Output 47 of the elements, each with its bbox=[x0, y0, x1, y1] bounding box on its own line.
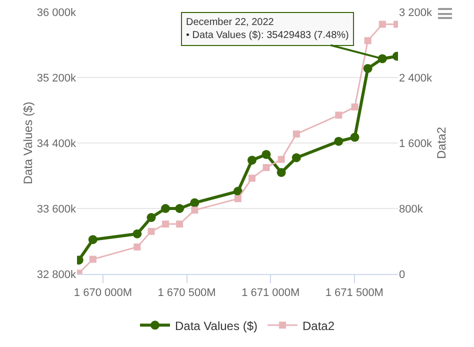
legend-label: Data2 bbox=[302, 318, 335, 333]
y-tick-label: 36 000k bbox=[36, 6, 76, 19]
point bbox=[190, 198, 200, 208]
point bbox=[262, 150, 271, 159]
point bbox=[175, 204, 184, 213]
x-tick-label: 1 670 000M bbox=[74, 287, 132, 300]
point bbox=[350, 132, 360, 142]
x-tick-label: 1 671 000M bbox=[242, 287, 300, 300]
point bbox=[262, 164, 270, 172]
x-tick-label: 1 670 500M bbox=[158, 287, 216, 300]
y2-tick-label: 0 bbox=[399, 268, 406, 281]
point bbox=[351, 103, 358, 110]
point bbox=[292, 130, 300, 138]
point bbox=[162, 220, 170, 228]
point bbox=[234, 195, 242, 202]
y-tick-label: 32 800k bbox=[36, 268, 76, 281]
point bbox=[161, 204, 170, 213]
y-axis-title: Data Values ($) bbox=[20, 102, 35, 184]
point bbox=[335, 112, 342, 119]
y2-tick-label: 1 600k bbox=[399, 138, 433, 150]
annotation: December 22, 2022 • Data Values ($): 35429483 (7.48%) bbox=[186, 17, 349, 41]
y-tick-label: 35 200k bbox=[36, 72, 76, 84]
point bbox=[146, 213, 156, 222]
point bbox=[148, 228, 155, 235]
point bbox=[191, 206, 198, 214]
point bbox=[334, 136, 344, 146]
point bbox=[276, 168, 286, 177]
point bbox=[134, 243, 141, 250]
y2-tick-label: 2 400k bbox=[399, 72, 433, 84]
point bbox=[88, 235, 98, 244]
point bbox=[364, 37, 372, 44]
y-tick-label: 34 400k bbox=[36, 138, 76, 150]
x-tick-label: 1 671 500M bbox=[325, 287, 384, 300]
y-tick-label: 33 600k bbox=[36, 203, 76, 216]
y2-axis-title: Data2 bbox=[434, 126, 449, 160]
point bbox=[89, 256, 96, 263]
y2-tick-label: 3 200k bbox=[399, 6, 433, 19]
point bbox=[132, 229, 142, 238]
legend-label: Data Values ($) bbox=[175, 318, 258, 333]
point bbox=[378, 20, 386, 28]
point bbox=[292, 153, 301, 162]
point bbox=[248, 156, 256, 165]
point bbox=[363, 64, 372, 73]
point bbox=[248, 174, 256, 182]
point bbox=[176, 220, 184, 228]
point bbox=[278, 156, 285, 163]
y2-tick-label: 800k bbox=[399, 203, 424, 216]
